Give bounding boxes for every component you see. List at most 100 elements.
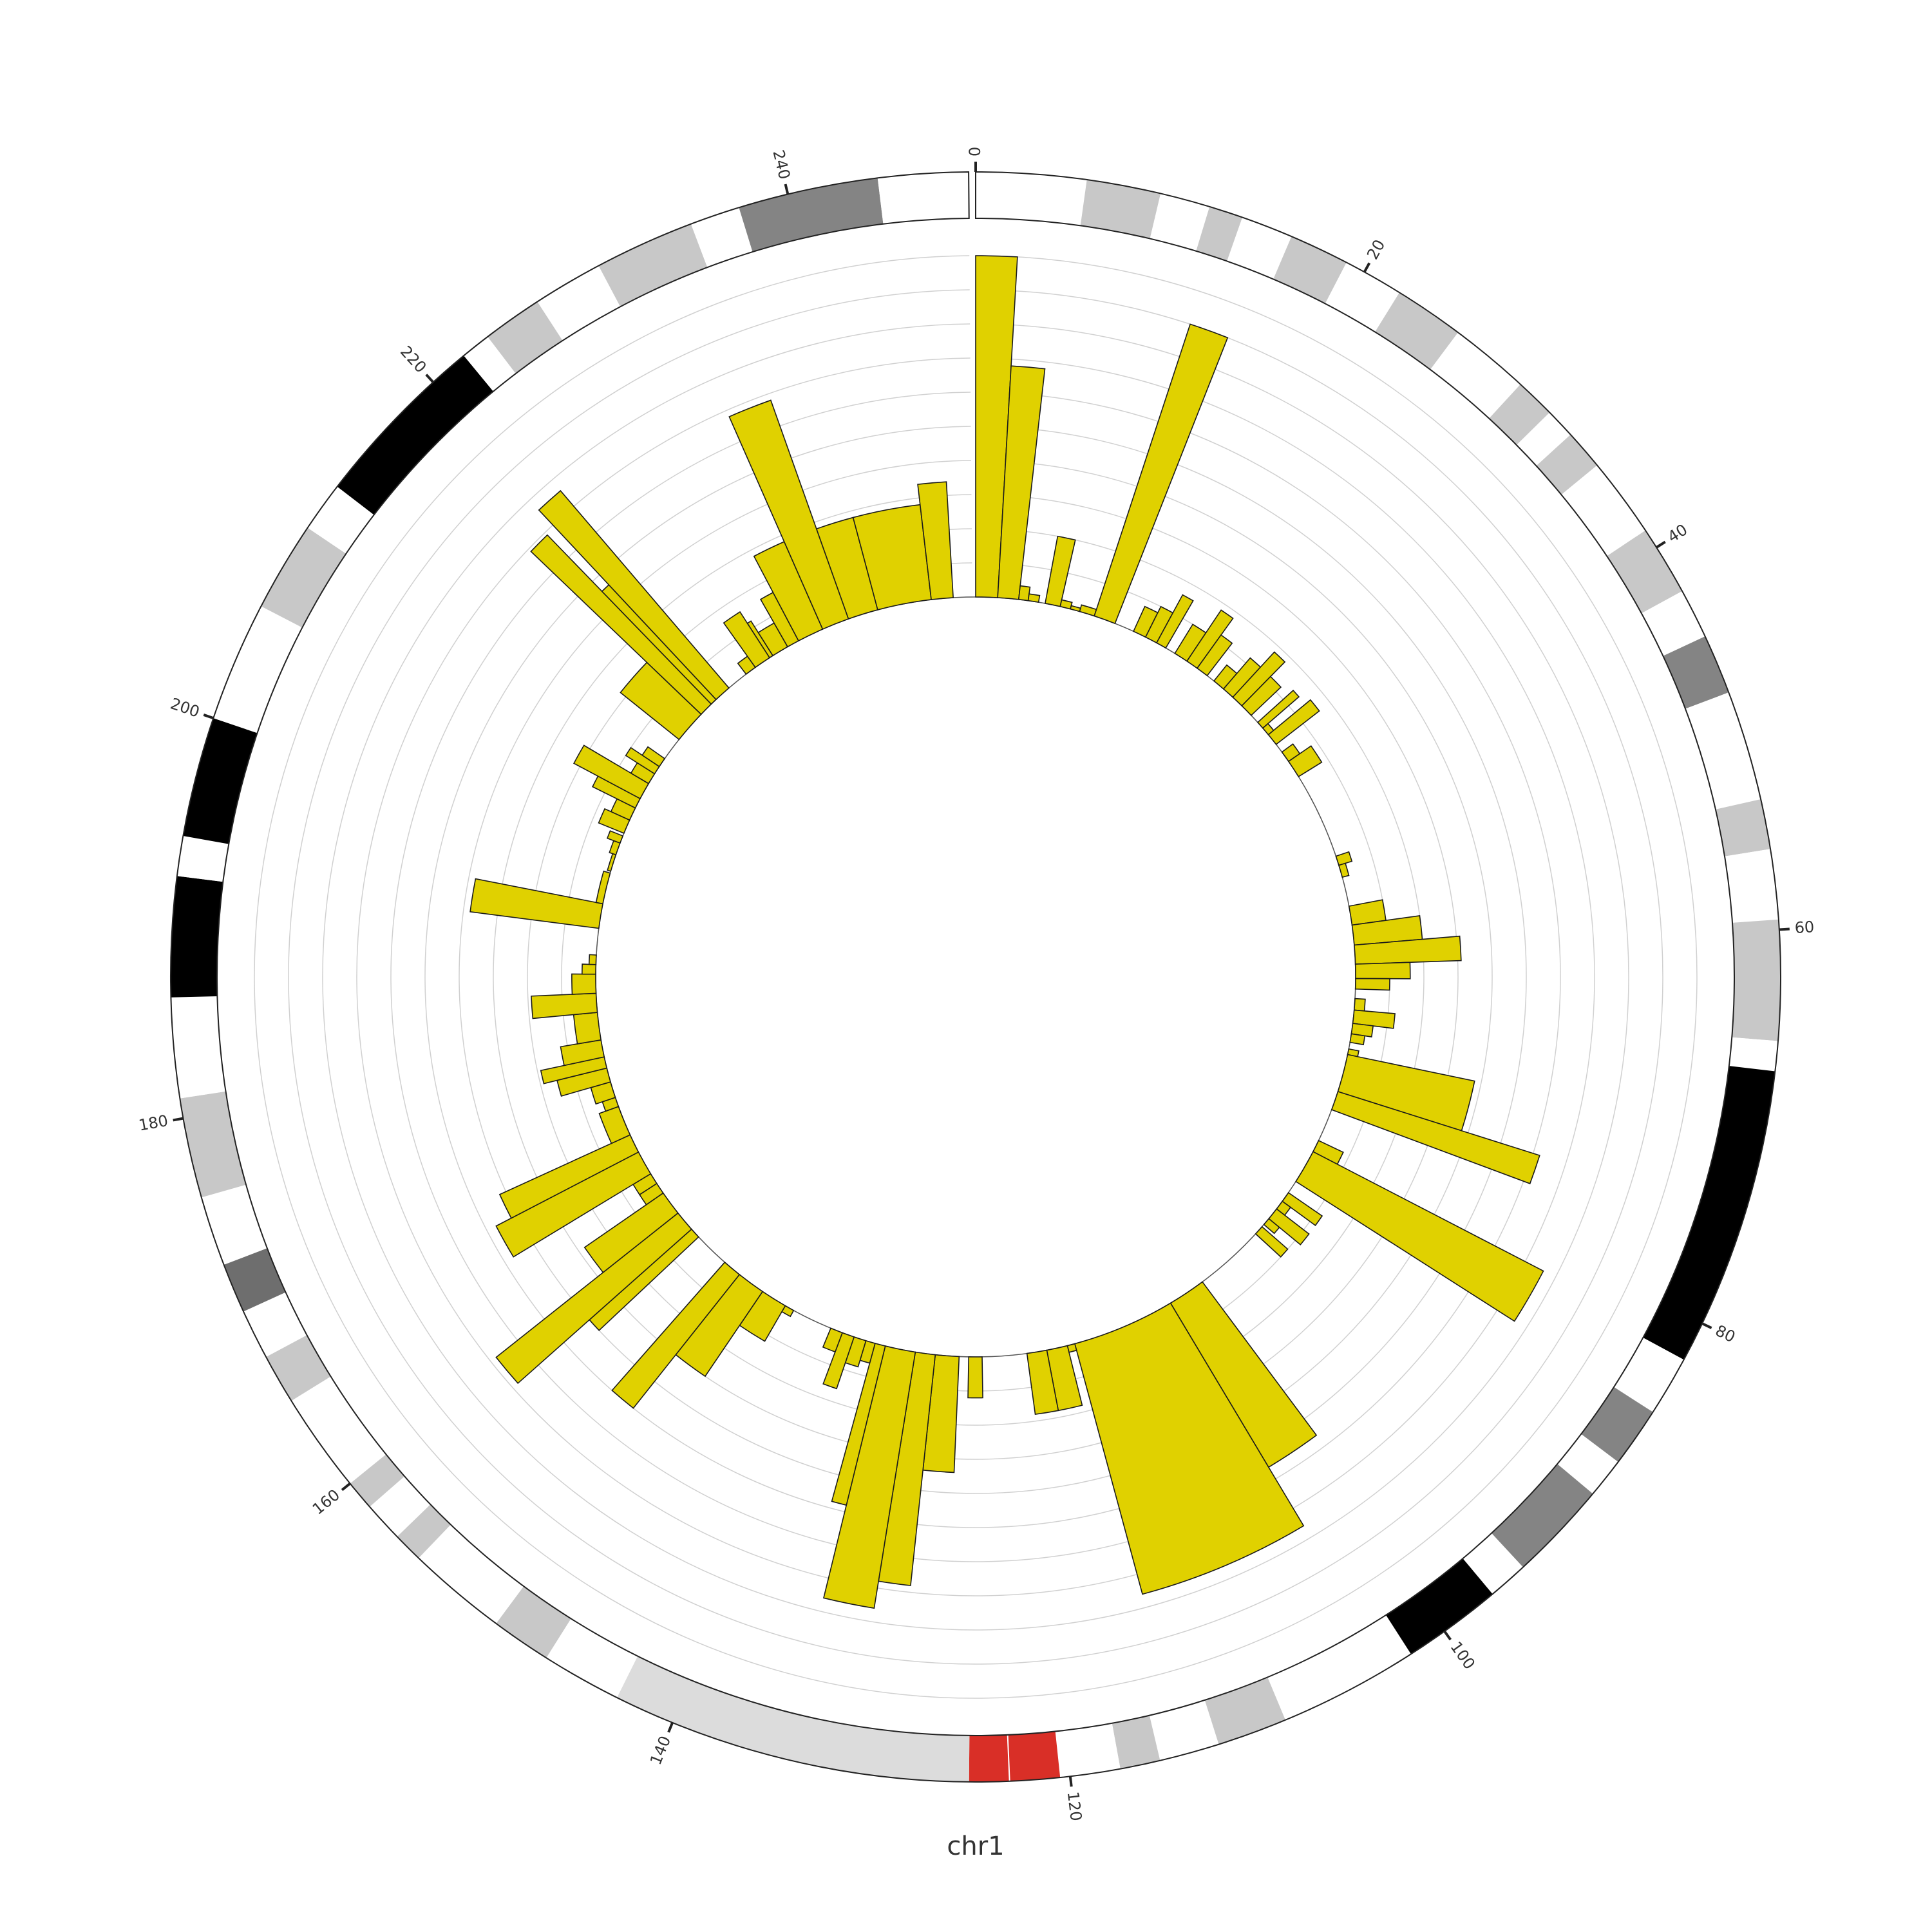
histogram-bar bbox=[606, 830, 624, 844]
ideogram-band bbox=[1375, 292, 1459, 370]
ideogram-band bbox=[397, 1504, 451, 1558]
ideogram-band bbox=[1715, 799, 1771, 857]
ideogram-band bbox=[1732, 919, 1781, 1041]
ideogram-band bbox=[1685, 692, 1761, 810]
ideogram-band bbox=[1055, 1723, 1121, 1778]
ideogram-band bbox=[1643, 1066, 1776, 1360]
histogram-bar bbox=[1338, 862, 1350, 878]
histogram-bar bbox=[1196, 634, 1233, 677]
gridline bbox=[288, 289, 1663, 1665]
gridline bbox=[390, 392, 1561, 1562]
axis-tick bbox=[341, 1482, 351, 1492]
gridline bbox=[424, 426, 1527, 1528]
ideogram-band bbox=[546, 1618, 638, 1698]
ideogram-band bbox=[617, 1656, 970, 1782]
tick-label: 180 bbox=[137, 1112, 169, 1135]
axis-tick bbox=[667, 1722, 674, 1733]
gridline bbox=[322, 323, 1629, 1631]
histogram-bar bbox=[571, 973, 597, 995]
ideogram-band bbox=[1149, 1700, 1219, 1761]
axis-tick bbox=[1701, 1322, 1712, 1329]
ideogram-band bbox=[180, 1091, 247, 1198]
ideogram-band bbox=[1557, 1434, 1618, 1494]
ideogram-band bbox=[171, 876, 223, 998]
ideogram-band bbox=[1150, 193, 1210, 251]
tick-label: 0 bbox=[966, 147, 984, 156]
track-baseline bbox=[595, 596, 1356, 1358]
ideogram-band bbox=[496, 1586, 571, 1658]
ideogram-band bbox=[598, 223, 708, 307]
ideogram-band bbox=[171, 996, 226, 1099]
ideogram-band bbox=[1663, 636, 1729, 709]
ideogram-band bbox=[1516, 412, 1571, 466]
histogram-bar bbox=[1026, 1349, 1059, 1416]
ideogram-band bbox=[266, 1335, 331, 1401]
histogram-bar bbox=[573, 1012, 602, 1045]
histogram-bar bbox=[538, 489, 730, 701]
axis-tick bbox=[425, 374, 435, 383]
gridline bbox=[254, 255, 1698, 1699]
ideogram-band bbox=[183, 718, 258, 844]
centromere-divider bbox=[1007, 1734, 1010, 1781]
ideogram-band bbox=[261, 527, 346, 628]
ideogram-band bbox=[176, 835, 229, 882]
histogram-bar bbox=[1267, 699, 1320, 746]
histogram-bar bbox=[1354, 978, 1390, 991]
ideogram-band bbox=[223, 1248, 286, 1312]
ideogram-band bbox=[690, 207, 753, 268]
axis-tick bbox=[203, 714, 214, 719]
ideogram-band bbox=[464, 336, 516, 392]
ideogram-band bbox=[213, 606, 303, 734]
histogram-bar bbox=[822, 1327, 844, 1353]
ideogram-band bbox=[1561, 465, 1646, 556]
histogram-bar bbox=[607, 853, 617, 872]
ideogram-band bbox=[337, 355, 493, 515]
histogram-bar bbox=[1241, 676, 1282, 716]
histogram-bar bbox=[588, 954, 597, 965]
tick-label: 200 bbox=[168, 694, 202, 721]
tick-label: 220 bbox=[397, 343, 430, 377]
gridline bbox=[527, 528, 1425, 1426]
ideogram-outline bbox=[170, 171, 1782, 1783]
tick-label: 160 bbox=[309, 1486, 343, 1519]
ideogram-band bbox=[1386, 1558, 1493, 1654]
axis-tick bbox=[1656, 540, 1666, 549]
tick-label: 60 bbox=[1794, 918, 1815, 937]
chromosome-label: chr1 bbox=[947, 1832, 1004, 1861]
histogram-bar bbox=[1255, 1226, 1289, 1258]
ideogram-band bbox=[1227, 217, 1292, 279]
histogram-bar bbox=[1070, 605, 1081, 612]
histogram-track bbox=[469, 255, 1544, 1609]
histogram-bar bbox=[641, 746, 666, 768]
histogram-bar bbox=[1263, 1218, 1280, 1235]
tick-label: 100 bbox=[1446, 1638, 1478, 1673]
axis-tick bbox=[173, 1117, 184, 1122]
ideogram-band bbox=[1581, 1387, 1653, 1463]
ideogram-band bbox=[243, 1292, 307, 1358]
ideogram-band bbox=[488, 301, 563, 374]
ideogram-band bbox=[1728, 1037, 1779, 1072]
axis-tick bbox=[1779, 927, 1790, 931]
axis-tick bbox=[1443, 1630, 1452, 1641]
histogram-bar bbox=[1074, 1302, 1305, 1595]
ideogram-band bbox=[1607, 530, 1683, 614]
tick-label: 240 bbox=[769, 148, 793, 181]
histogram-bar bbox=[1027, 593, 1041, 603]
ideogram-band bbox=[1196, 206, 1243, 261]
axis-tick bbox=[784, 184, 790, 194]
ideogram-band bbox=[1430, 332, 1520, 419]
histogram-bar bbox=[582, 963, 597, 975]
histogram-bar bbox=[1287, 745, 1323, 778]
ideogram-band bbox=[1641, 591, 1705, 656]
histogram-bar bbox=[595, 870, 611, 905]
ideogram-band bbox=[969, 1731, 1061, 1782]
ideogram-band bbox=[1492, 1464, 1593, 1567]
ideogram-band bbox=[1536, 434, 1597, 495]
ideogram-band bbox=[291, 1376, 386, 1484]
histogram-bar bbox=[1354, 961, 1411, 980]
ideogram-band bbox=[976, 172, 1087, 226]
ideogram-band bbox=[1725, 849, 1779, 923]
tick-label: 120 bbox=[1064, 1790, 1085, 1822]
histogram-bar bbox=[1079, 604, 1097, 617]
